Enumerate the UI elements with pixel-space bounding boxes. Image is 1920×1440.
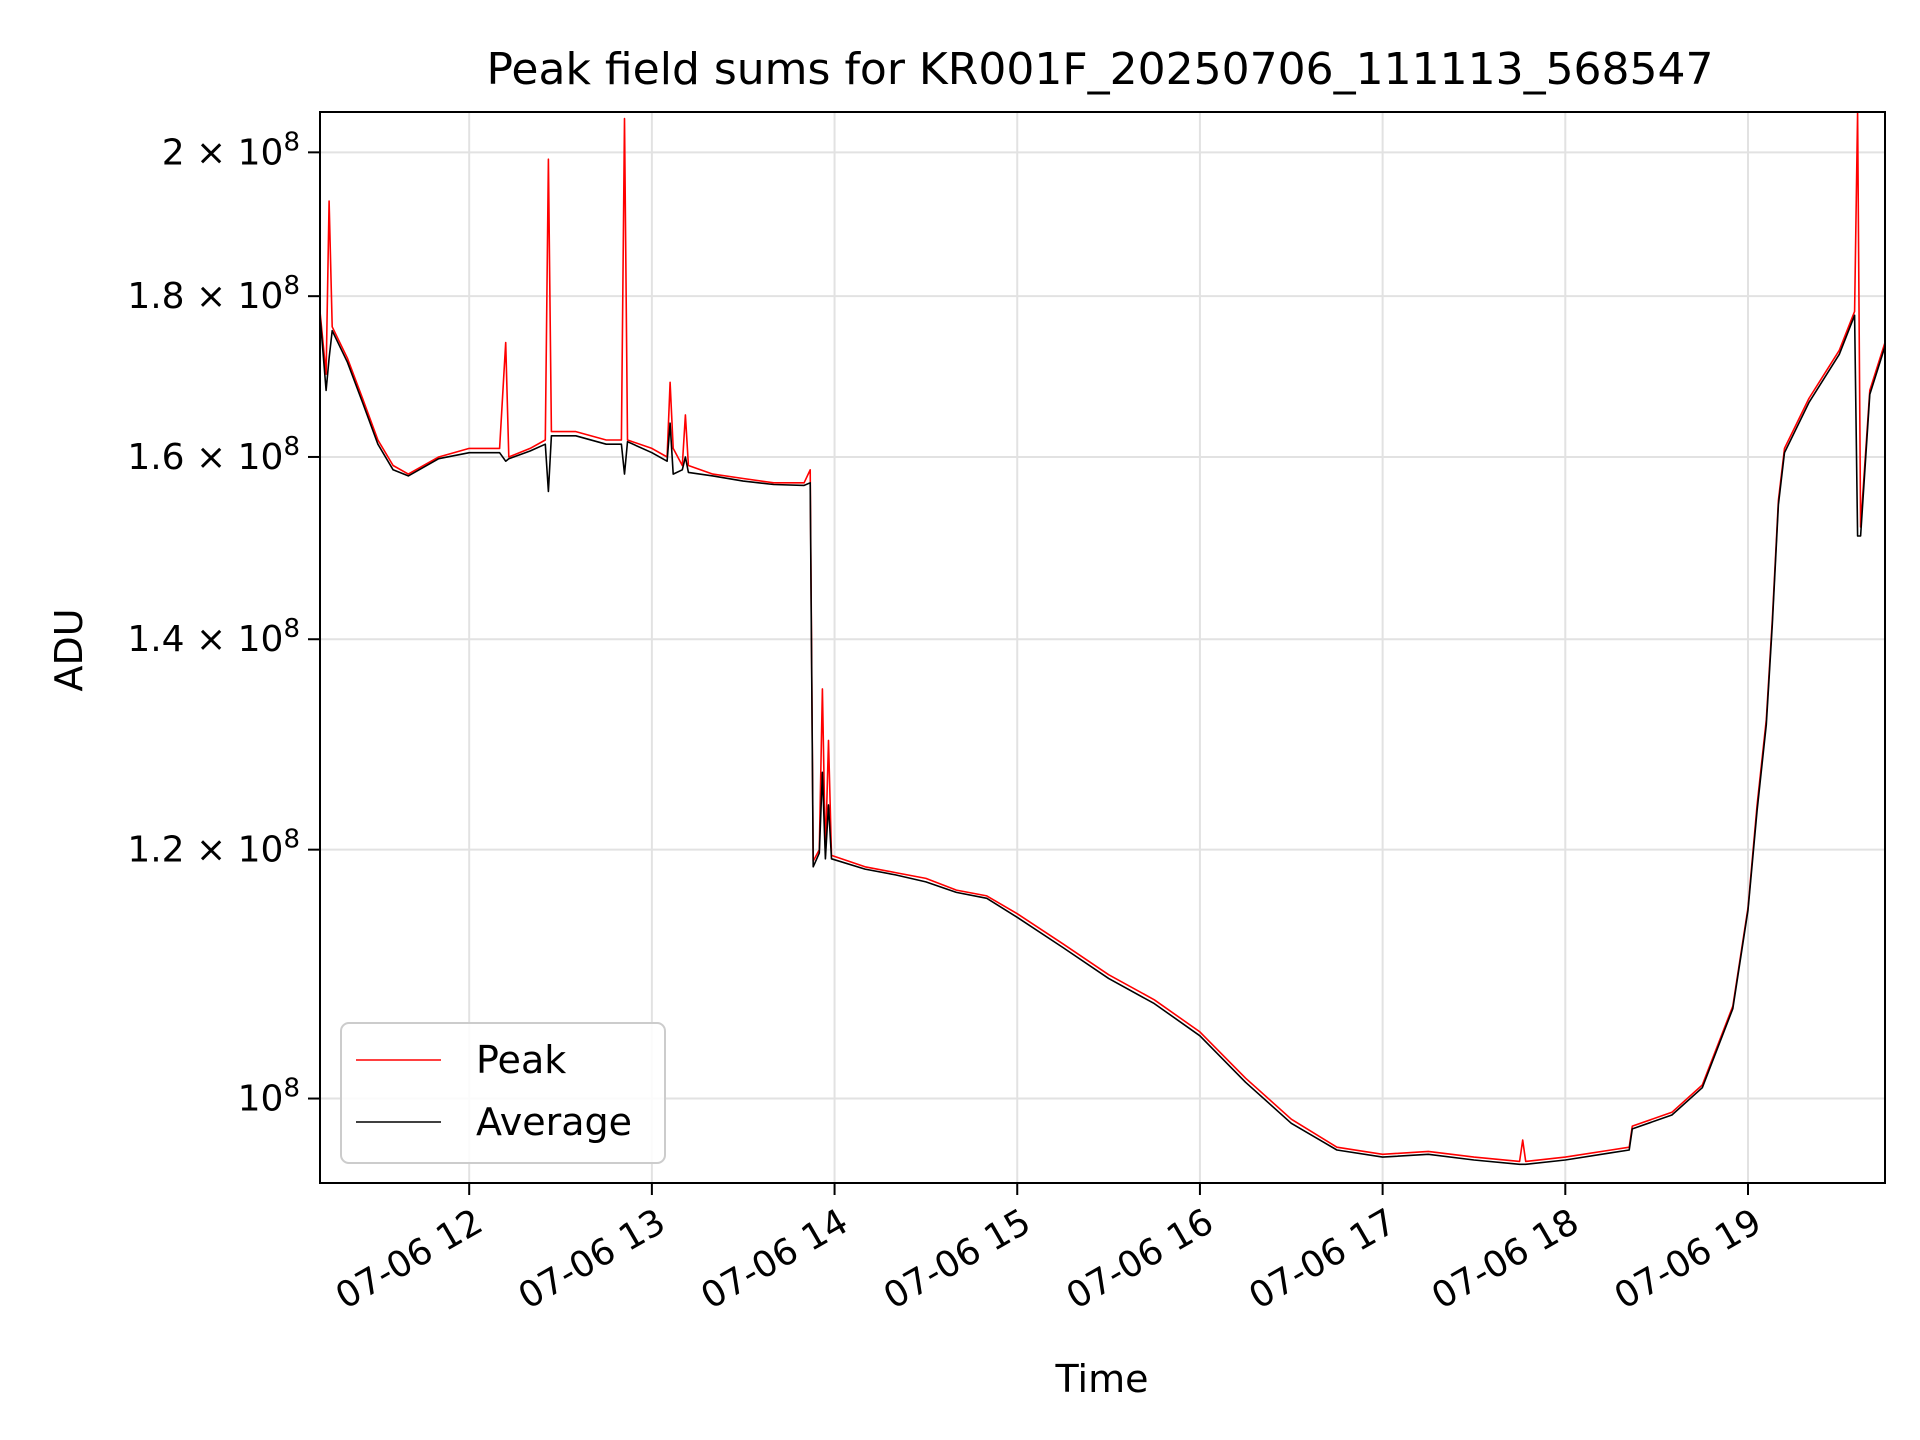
series-line-average	[320, 314, 1885, 1166]
legend-label-peak: Peak	[476, 1038, 566, 1082]
series-line-peak	[320, 112, 1885, 1163]
y-tick-label: 1.6 × 108	[127, 432, 300, 478]
plot-frame	[319, 111, 1886, 1184]
y-tick-label: 1.8 × 108	[127, 271, 300, 317]
x-axis-label: Time	[1055, 1357, 1149, 1401]
y-tick-label: 1.2 × 108	[127, 825, 300, 871]
y-axis: 108 1.2 × 108 1.4 × 108 1.6 × 108 1.8 × 108 2…	[127, 127, 320, 1120]
y-tick-label: 2 × 108	[162, 127, 300, 173]
legend: Peak Average	[340, 1022, 666, 1164]
chart-title: Peak field sums for KR001F_20250706_1111…	[486, 44, 1713, 95]
y-axis-label: ADU	[47, 608, 91, 691]
y-tick-label: 108	[238, 1074, 300, 1120]
legend-label-average: Average	[476, 1100, 632, 1144]
grid	[320, 112, 1885, 1183]
legend-box	[340, 1022, 666, 1164]
y-tick-label: 1.4 × 108	[127, 614, 300, 660]
series-layer	[320, 112, 1885, 1166]
